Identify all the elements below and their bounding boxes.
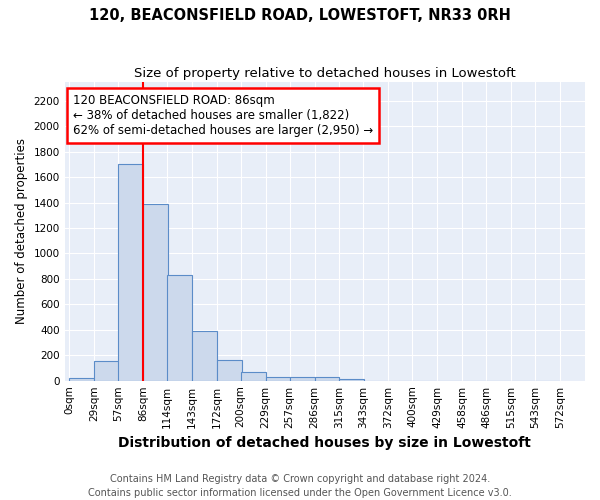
Bar (314, 377, 340, 380)
Text: Contains HM Land Registry data © Crown copyright and database right 2024.
Contai: Contains HM Land Registry data © Crown c… (88, 474, 512, 498)
Bar (167, 275, 192, 380)
Bar (192, 331, 217, 380)
Bar (266, 377, 290, 380)
Bar (94, 361, 119, 380)
Bar (217, 360, 242, 380)
X-axis label: Distribution of detached houses by size in Lowestoft: Distribution of detached houses by size … (118, 436, 531, 450)
Bar (69, 378, 94, 380)
Title: Size of property relative to detached houses in Lowestoft: Size of property relative to detached ho… (134, 68, 516, 80)
Bar (340, 379, 364, 380)
Y-axis label: Number of detached properties: Number of detached properties (15, 138, 28, 324)
Bar (143, 204, 168, 380)
Bar (290, 377, 314, 380)
Bar (118, 164, 143, 380)
Text: 120, BEACONSFIELD ROAD, LOWESTOFT, NR33 0RH: 120, BEACONSFIELD ROAD, LOWESTOFT, NR33 … (89, 8, 511, 22)
Text: 120 BEACONSFIELD ROAD: 86sqm
← 38% of detached houses are smaller (1,822)
62% of: 120 BEACONSFIELD ROAD: 86sqm ← 38% of de… (73, 94, 374, 138)
Bar (241, 372, 266, 380)
